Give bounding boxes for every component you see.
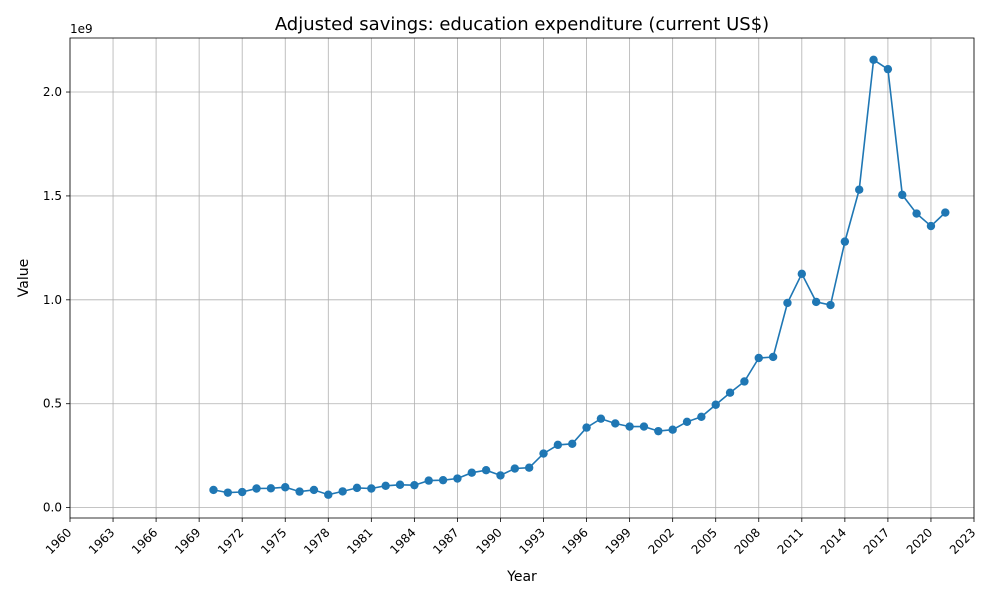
x-axis: 1960 1963 1966 1969 1972 1975 1978 1981 1984 1987… [43,518,978,557]
data-point [912,209,921,218]
x-tick-label: 1984 [387,525,418,556]
data-point [524,463,534,472]
y-tick-label: 1.0 [43,293,62,307]
data-point [883,64,893,74]
y-axis-label: Value [16,259,32,297]
data-point [639,422,649,431]
data-point [281,483,290,492]
x-tick-label: 1987 [430,525,461,556]
y-axis: 0.0 0.5 1.0 1.5 2.0 [43,85,70,515]
data-point [395,480,405,489]
data-point [539,449,548,458]
data-point [481,466,491,475]
x-tick-label: 1978 [301,525,332,556]
data-point [295,487,304,496]
data-point [582,423,591,432]
data-point [252,484,261,493]
data-point [754,353,763,363]
x-tick-label: 1960 [43,525,74,556]
data-point [367,484,376,493]
data-point [840,237,850,246]
data-point [438,475,448,485]
data-point [811,297,821,307]
x-tick-label: 1963 [86,525,117,556]
x-tick-label: 1996 [559,525,590,556]
data-point [783,298,792,308]
x-tick-label: 1972 [215,525,246,556]
y-tick-label: 2.0 [43,85,62,99]
x-tick-label: 2002 [646,525,677,556]
chart-title: Adjusted savings: education expenditure … [275,14,769,35]
data-point [855,185,864,194]
data-point [510,464,520,473]
series-layer [209,55,950,499]
data-point [898,190,907,200]
x-axis-label: Year [506,569,537,585]
x-tick-label: 1975 [258,525,289,556]
x-tick-label: 2008 [732,525,763,556]
data-point [266,484,276,493]
x-tick-label: 2011 [775,525,806,556]
data-point [553,440,563,450]
data-point [424,476,433,485]
x-tick-label: 2017 [861,525,892,556]
x-tick-label: 1999 [602,525,633,556]
data-point [568,439,577,449]
x-tick-label: 2023 [947,525,978,556]
x-tick-label: 1966 [129,525,160,556]
data-point [740,377,749,386]
y-tick-label: 1.5 [43,189,62,203]
data-point [611,419,620,428]
data-point [725,388,735,397]
y-tick-label: 0.5 [43,397,62,411]
data-point [209,485,218,495]
data-point [453,474,462,483]
x-tick-label: 1990 [473,525,504,556]
plot-frame [69,37,975,519]
data-point [223,488,233,497]
series-line [213,58,946,496]
x-tick-label: 2005 [689,525,720,556]
x-tick-label: 1993 [516,525,547,556]
data-point [338,487,347,496]
data-point [711,400,720,409]
data-point [496,471,505,480]
data-point [941,208,950,217]
data-point [697,412,706,422]
y-offset-label: 1e9 [70,22,93,36]
x-tick-label: 1981 [344,525,375,556]
x-tick-label: 2014 [818,525,849,556]
data-point [797,269,807,279]
grid [69,38,975,518]
data-point [869,55,878,65]
data-point [410,480,419,490]
data-point [381,481,390,490]
data-point [596,414,606,423]
data-point [352,483,362,493]
data-point [826,300,835,310]
x-tick-label: 1969 [172,525,203,556]
data-point [309,485,319,495]
data-point [682,417,692,426]
data-point [768,352,778,362]
y-tick-label: 0.0 [43,501,62,515]
data-point [237,487,247,497]
data-point [668,425,677,434]
data-point [324,490,333,499]
data-point [625,422,634,431]
data-point [654,426,663,436]
x-tick-label: 2020 [904,525,935,556]
data-point [926,221,936,231]
data-point [467,468,476,477]
